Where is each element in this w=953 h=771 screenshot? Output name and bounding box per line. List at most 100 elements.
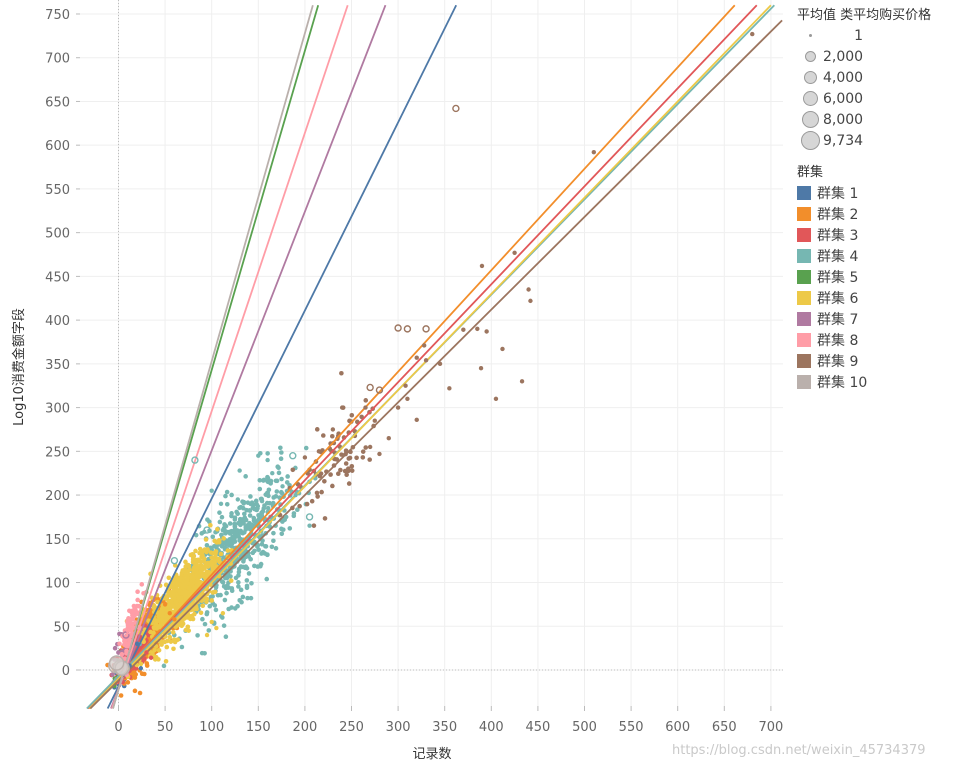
y-tick-label: 750 bbox=[45, 8, 70, 23]
data-point bbox=[209, 619, 214, 625]
data-point-hollow bbox=[133, 605, 141, 613]
data-point bbox=[248, 595, 254, 601]
data-point bbox=[210, 562, 215, 568]
size-symbol bbox=[797, 67, 823, 88]
data-point bbox=[280, 484, 285, 489]
data-point bbox=[172, 617, 177, 622]
color-swatch bbox=[797, 311, 811, 326]
data-point bbox=[354, 455, 359, 461]
data-point bbox=[214, 540, 220, 545]
size-circle-icon bbox=[801, 111, 819, 128]
data-point bbox=[184, 581, 190, 586]
color-legend-item[interactable]: 群集 3 bbox=[797, 224, 953, 245]
color-legend-item[interactable]: 群集 2 bbox=[797, 203, 953, 224]
data-point bbox=[182, 597, 188, 602]
color-swatch bbox=[797, 248, 811, 263]
data-point bbox=[519, 379, 525, 384]
trend-line bbox=[87, 4, 758, 710]
data-point bbox=[304, 501, 310, 507]
data-point bbox=[196, 571, 202, 577]
color-legend-item[interactable]: 群集 10 bbox=[797, 371, 953, 392]
data-point bbox=[266, 493, 271, 499]
x-tick-label: 0 bbox=[114, 720, 122, 735]
size-legend-item: 8,000 bbox=[797, 109, 953, 130]
data-point bbox=[212, 557, 217, 563]
data-point bbox=[210, 590, 216, 595]
data-point bbox=[303, 445, 309, 451]
data-point bbox=[194, 583, 200, 588]
data-point bbox=[252, 548, 257, 554]
color-swatch bbox=[797, 227, 811, 242]
data-point bbox=[295, 507, 300, 513]
data-point bbox=[162, 602, 168, 607]
data-point bbox=[186, 628, 192, 633]
data-point bbox=[166, 598, 171, 604]
trend-line bbox=[88, 4, 736, 710]
size-legend-label: 1 bbox=[854, 27, 863, 44]
color-legend-item[interactable]: 群集 7 bbox=[797, 308, 953, 329]
data-point bbox=[249, 500, 255, 505]
data-point bbox=[173, 599, 179, 605]
data-point bbox=[192, 606, 197, 612]
data-point bbox=[190, 574, 196, 580]
y-axis-ticks: 0 50 100 150 200 250 300 350 400 450 500 550 600 650 7… bbox=[45, 8, 80, 679]
size-legend-label: 8,000 bbox=[823, 111, 864, 128]
data-point bbox=[218, 592, 223, 598]
data-point bbox=[328, 472, 333, 477]
data-point-hollow bbox=[305, 513, 314, 521]
x-tick-label: 150 bbox=[246, 720, 271, 735]
data-point bbox=[276, 465, 281, 471]
data-point bbox=[112, 645, 118, 651]
data-point bbox=[238, 587, 244, 593]
y-tick-label: 450 bbox=[45, 270, 70, 285]
data-point bbox=[210, 594, 215, 599]
data-point bbox=[144, 663, 150, 668]
data-point-hollow bbox=[108, 655, 125, 671]
x-tick-label: 650 bbox=[712, 720, 737, 735]
watermark: https://blog.csdn.net/weixin_45734379 bbox=[672, 743, 926, 758]
data-point bbox=[221, 536, 227, 541]
data-point bbox=[229, 586, 235, 591]
color-legend-item[interactable]: 群集 4 bbox=[797, 245, 953, 266]
data-point bbox=[512, 250, 517, 255]
color-legend-item[interactable]: 群集 5 bbox=[797, 266, 953, 287]
data-point bbox=[271, 530, 276, 536]
color-legend-item[interactable]: 群集 9 bbox=[797, 350, 953, 371]
data-point bbox=[241, 559, 246, 564]
data-point bbox=[125, 680, 131, 685]
data-point bbox=[172, 639, 178, 645]
data-point bbox=[217, 510, 222, 515]
data-point bbox=[338, 467, 343, 473]
data-point bbox=[307, 523, 312, 528]
data-point bbox=[279, 450, 284, 455]
data-point bbox=[220, 527, 226, 533]
data-point bbox=[117, 641, 122, 647]
data-point bbox=[321, 433, 326, 438]
data-point bbox=[302, 455, 308, 460]
data-point bbox=[271, 495, 276, 500]
data-point bbox=[134, 641, 140, 646]
data-point bbox=[405, 396, 410, 402]
data-point bbox=[142, 656, 147, 662]
data-point bbox=[297, 503, 302, 509]
data-point bbox=[274, 489, 280, 494]
data-point bbox=[264, 576, 270, 582]
data-point bbox=[493, 396, 499, 402]
color-legend-item[interactable]: 群集 8 bbox=[797, 329, 953, 350]
data-point bbox=[217, 519, 223, 525]
data-point bbox=[349, 468, 355, 473]
data-point bbox=[190, 552, 195, 557]
data-point bbox=[224, 489, 230, 495]
data-point bbox=[284, 514, 289, 520]
size-legend: 1 2,000 4,000 6,000 8,000 9,734 bbox=[797, 25, 953, 151]
data-point bbox=[346, 456, 352, 461]
color-legend-item[interactable]: 群集 6 bbox=[797, 287, 953, 308]
color-swatch bbox=[797, 269, 811, 284]
color-legend-item[interactable]: 群集 1 bbox=[797, 182, 953, 203]
data-point bbox=[271, 538, 276, 544]
data-point bbox=[151, 603, 157, 608]
data-point bbox=[179, 618, 185, 624]
data-point bbox=[195, 633, 200, 638]
data-point bbox=[278, 456, 284, 461]
data-point bbox=[253, 498, 259, 504]
